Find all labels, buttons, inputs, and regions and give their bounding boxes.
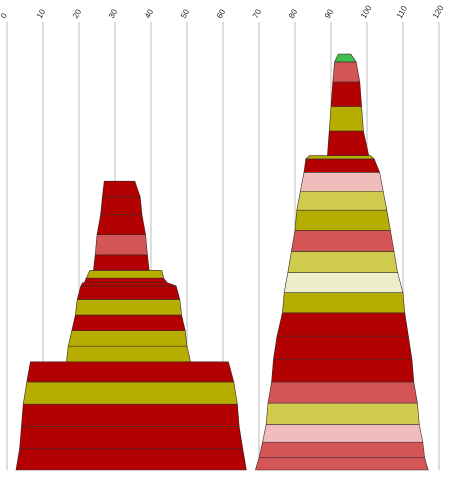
band-2-6 — [271, 359, 415, 383]
x-tick-label: 0 — [0, 11, 9, 20]
band-1-6 — [66, 345, 191, 363]
band-2-20 — [330, 81, 362, 107]
band-1-16 — [96, 214, 146, 236]
band-2-10 — [283, 272, 404, 294]
band-2-3 — [262, 423, 424, 443]
band-2-19 — [328, 106, 364, 132]
band-2-7 — [273, 335, 413, 360]
band-1-4 — [22, 381, 238, 405]
band-2-13 — [294, 209, 391, 231]
x-tick-label: 10 — [35, 7, 48, 20]
band-2-12 — [291, 229, 395, 252]
x-tick-label: 60 — [215, 7, 228, 20]
band-2-4 — [265, 402, 420, 425]
band-2-5 — [267, 381, 418, 404]
x-tick-label: 90 — [323, 7, 336, 20]
band-2-14 — [296, 190, 388, 211]
band-2-1 — [254, 457, 429, 471]
band-1-11 — [80, 282, 177, 287]
x-tick-label: 110 — [395, 4, 409, 20]
x-tick-label: 100 — [359, 3, 374, 20]
band-1-1 — [15, 448, 247, 471]
stack-1 — [15, 180, 247, 471]
band-2-18 — [327, 130, 370, 156]
band-1-18 — [102, 180, 141, 198]
band-1-14 — [93, 254, 150, 271]
band-2-11 — [287, 251, 398, 273]
band-1-7 — [67, 330, 188, 347]
band-1-12 — [83, 277, 168, 283]
band-1-9 — [75, 299, 182, 316]
x-tick-label: 70 — [251, 7, 264, 20]
x-tick-label: 120 — [431, 3, 446, 20]
band-1-13 — [85, 270, 164, 279]
x-tick-label: 80 — [287, 7, 300, 20]
band-1-3 — [21, 403, 240, 427]
x-tick-label: 20 — [71, 7, 84, 20]
stacked-bands — [15, 53, 429, 471]
band-1-5 — [26, 361, 235, 383]
band-2-2 — [258, 441, 425, 459]
band-1-15 — [94, 234, 148, 256]
band-2-22 — [334, 53, 357, 63]
band-2-15 — [300, 171, 384, 192]
band-1-17 — [100, 196, 143, 215]
band-1-2 — [19, 426, 244, 450]
band-2-8 — [276, 312, 409, 337]
band-1-10 — [76, 285, 181, 300]
band-2-21 — [332, 61, 361, 83]
band-1-8 — [71, 314, 186, 331]
stack-2 — [254, 53, 429, 471]
band-2-17 — [305, 155, 375, 160]
band-2-9 — [282, 292, 406, 314]
band-2-16 — [303, 158, 381, 173]
x-tick-label: 50 — [179, 7, 192, 20]
x-tick-label: 40 — [143, 7, 156, 20]
x-axis-tick-labels: 0 10 20 30 40 50 60 70 80 90 100 110 120 — [0, 3, 446, 20]
x-tick-label: 30 — [107, 7, 120, 20]
